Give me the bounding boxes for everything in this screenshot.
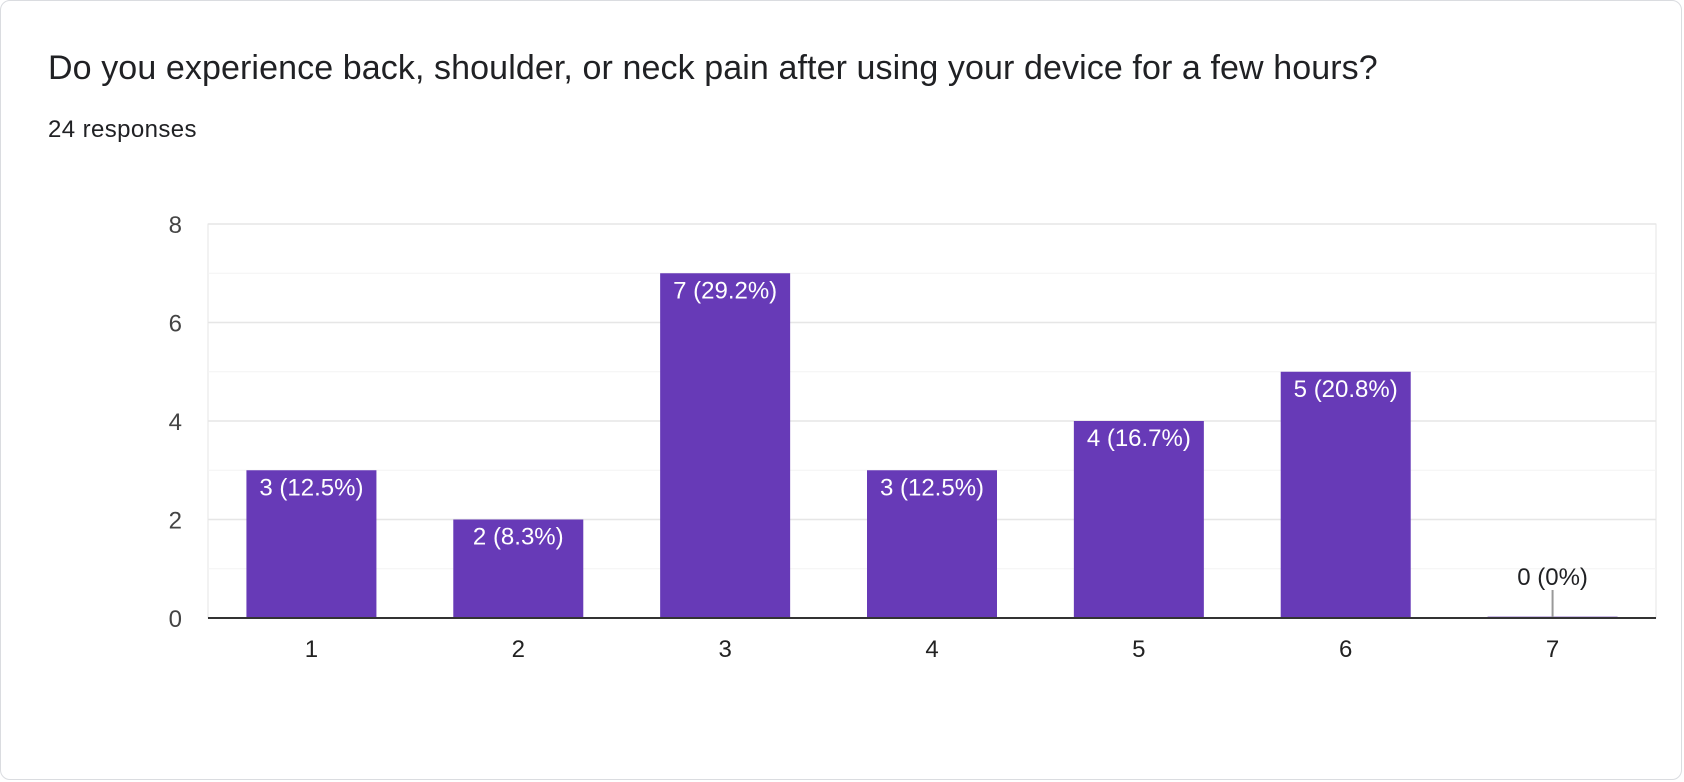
bar-data-label: 4 (16.7%) — [1087, 425, 1191, 452]
bar — [660, 273, 791, 618]
x-tick-label: 4 — [925, 636, 938, 663]
x-tick-label: 7 — [1546, 636, 1559, 663]
bar — [246, 470, 377, 618]
y-tick-label: 8 — [169, 212, 182, 239]
y-tick-label: 6 — [169, 311, 182, 338]
bar-data-label: 0 (0%) — [1517, 564, 1588, 591]
y-tick-label: 4 — [169, 409, 182, 436]
x-tick-label: 2 — [512, 636, 525, 663]
bar-data-label: 7 (29.2%) — [673, 277, 777, 304]
bar — [1280, 371, 1411, 618]
bar-data-label: 5 (20.8%) — [1294, 376, 1398, 403]
bar — [1073, 421, 1204, 618]
bar-data-label: 3 (12.5%) — [880, 474, 984, 501]
x-tick-label: 5 — [1132, 636, 1145, 663]
bar-data-label: 3 (12.5%) — [259, 474, 363, 501]
bar — [453, 519, 584, 618]
y-tick-label: 2 — [169, 508, 182, 535]
question-title: Do you experience back, shoulder, or nec… — [48, 49, 1378, 87]
bar-data-label: 2 (8.3%) — [473, 524, 564, 551]
y-tick-label: 0 — [169, 606, 182, 633]
x-tick-label: 6 — [1339, 636, 1352, 663]
response-count: 24 responses — [48, 116, 197, 143]
x-tick-label: 1 — [305, 636, 318, 663]
x-tick-label: 3 — [718, 636, 731, 663]
bar — [867, 470, 997, 618]
